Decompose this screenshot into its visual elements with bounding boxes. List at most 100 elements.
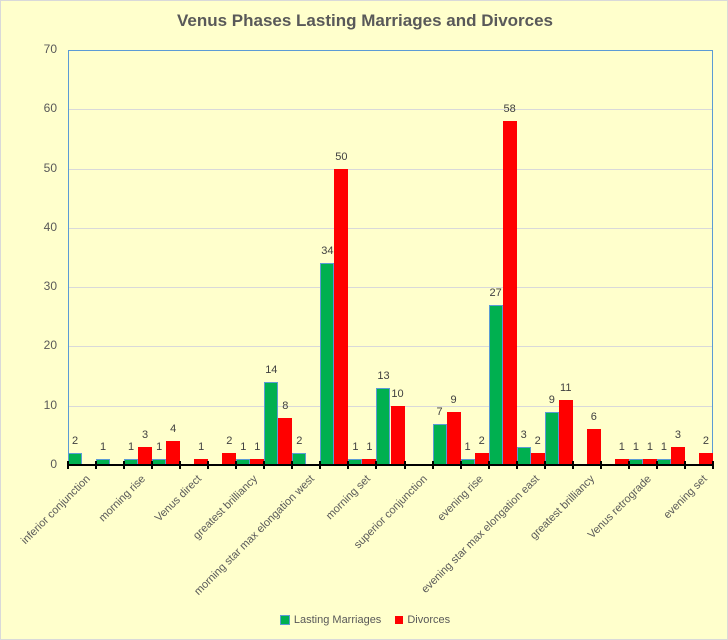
data-label: 6 — [590, 411, 597, 424]
x-axis-category-label: evening rise — [435, 473, 486, 524]
data-label: 3 — [142, 429, 149, 442]
data-label: 1 — [240, 441, 247, 454]
x-axis-tick — [655, 461, 658, 469]
x-axis-tick — [712, 461, 714, 469]
data-label: 1 — [464, 441, 471, 454]
legend-swatch-green-icon — [279, 615, 290, 625]
data-label: 34 — [321, 245, 334, 258]
bar-divorces[interactable] — [250, 459, 265, 465]
x-axis-tick — [543, 461, 546, 469]
data-label: 13 — [377, 369, 390, 382]
legend-label: Lasting Marriages — [293, 614, 382, 626]
bar-lasting-marriages[interactable] — [488, 304, 503, 465]
bar-divorces[interactable] — [614, 459, 629, 465]
bar-lasting-marriages[interactable] — [432, 423, 447, 465]
y-axis-tick-label: 20 — [43, 338, 57, 353]
data-label: 2 — [478, 435, 485, 448]
x-axis-tick — [627, 461, 630, 469]
bar-lasting-marriages[interactable] — [516, 447, 531, 465]
bar-divorces[interactable] — [586, 429, 601, 465]
bar-divorces[interactable] — [278, 417, 293, 465]
y-axis-tick-label: 70 — [43, 42, 57, 56]
data-label: 1 — [156, 441, 163, 454]
bar-lasting-marriages[interactable] — [320, 263, 335, 465]
data-label: 27 — [489, 286, 502, 299]
data-label: 1 — [618, 441, 625, 454]
x-axis-category-label: morning rise — [96, 473, 149, 525]
data-label: 2 — [226, 435, 233, 448]
bar-lasting-marriages[interactable] — [544, 411, 559, 465]
plot-area — [68, 50, 713, 465]
x-axis-tick — [571, 461, 574, 469]
y-axis-tick-label: 40 — [43, 219, 57, 234]
bar-lasting-marriages[interactable] — [68, 453, 83, 465]
bar-divorces[interactable] — [558, 399, 573, 465]
bar-divorces[interactable] — [138, 447, 153, 465]
data-label: 2 — [71, 435, 79, 448]
bar-lasting-marriages[interactable] — [376, 387, 391, 465]
data-label: 1 — [660, 441, 667, 454]
data-label: 14 — [265, 364, 278, 376]
y-axis-tick-label: 0 — [50, 457, 57, 471]
bar-divorces[interactable] — [390, 405, 405, 465]
bar-divorces[interactable] — [222, 453, 237, 465]
y-axis-tick-label: 30 — [43, 279, 57, 294]
x-axis-tick — [683, 461, 686, 469]
gridline — [68, 287, 713, 289]
x-axis-category-label: evening star max elongation east — [418, 473, 542, 596]
data-label: 11 — [560, 381, 572, 394]
x-axis-tick — [319, 461, 322, 469]
data-label: 3 — [520, 429, 527, 442]
bar-divorces[interactable] — [474, 453, 489, 465]
data-label: 7 — [436, 405, 443, 418]
data-label: 58 — [503, 103, 516, 116]
x-axis-tick — [459, 461, 462, 469]
x-axis-category-label: Venus direct — [152, 473, 205, 525]
data-label: 1 — [366, 441, 373, 454]
bar-divorces[interactable] — [446, 411, 461, 465]
x-axis-tick — [123, 461, 126, 469]
x-axis-tick — [347, 461, 350, 469]
x-axis-tick — [207, 461, 210, 469]
data-label: 1 — [198, 441, 205, 454]
gridline — [68, 109, 713, 111]
x-axis-category-label: morning set — [324, 473, 374, 523]
legend-item-divorces[interactable]: Divorces — [395, 614, 450, 626]
x-axis-tick — [515, 461, 518, 469]
data-label: 3 — [674, 429, 681, 442]
data-label: 1 — [254, 441, 261, 454]
bar-lasting-marriages[interactable] — [292, 453, 307, 465]
bar-divorces[interactable] — [166, 441, 181, 465]
legend-item-lasting-marriages[interactable]: Lasting Marriages — [279, 614, 382, 626]
x-axis-category-label: morning star max elongation west — [192, 473, 318, 598]
data-label: 1 — [646, 441, 653, 454]
gridline — [68, 168, 713, 170]
bar-divorces[interactable] — [362, 459, 377, 465]
bar-divorces[interactable] — [698, 453, 713, 465]
x-axis-category-label: Venus retrograde — [585, 473, 654, 542]
data-label: 1 — [128, 441, 135, 454]
bar-divorces[interactable] — [194, 459, 209, 465]
bar-divorces[interactable] — [670, 447, 685, 465]
x-axis-tick — [67, 461, 69, 469]
data-label: 2 — [702, 435, 710, 448]
legend: Lasting Marriages Divorces — [1, 614, 728, 626]
x-axis-tick — [431, 461, 434, 469]
gridline — [68, 227, 713, 229]
bar-divorces[interactable] — [530, 453, 545, 465]
x-axis-tick — [487, 461, 490, 469]
y-axis-tick-label: 10 — [43, 397, 57, 412]
data-label: 4 — [170, 423, 177, 436]
x-axis-tick — [235, 461, 238, 469]
bar-divorces[interactable] — [334, 168, 349, 465]
bar-divorces[interactable] — [642, 459, 657, 465]
data-label: 1 — [99, 441, 107, 454]
bar-lasting-marriages[interactable] — [264, 382, 279, 465]
y-axis-tick-label: 60 — [43, 101, 57, 116]
chart-title: Venus Phases Lasting Marriages and Divor… — [176, 11, 554, 30]
x-axis-category-label: evening set — [661, 473, 710, 522]
x-axis-tick — [263, 461, 266, 469]
legend-swatch-red-icon — [395, 616, 404, 624]
bar-divorces[interactable] — [502, 121, 517, 465]
